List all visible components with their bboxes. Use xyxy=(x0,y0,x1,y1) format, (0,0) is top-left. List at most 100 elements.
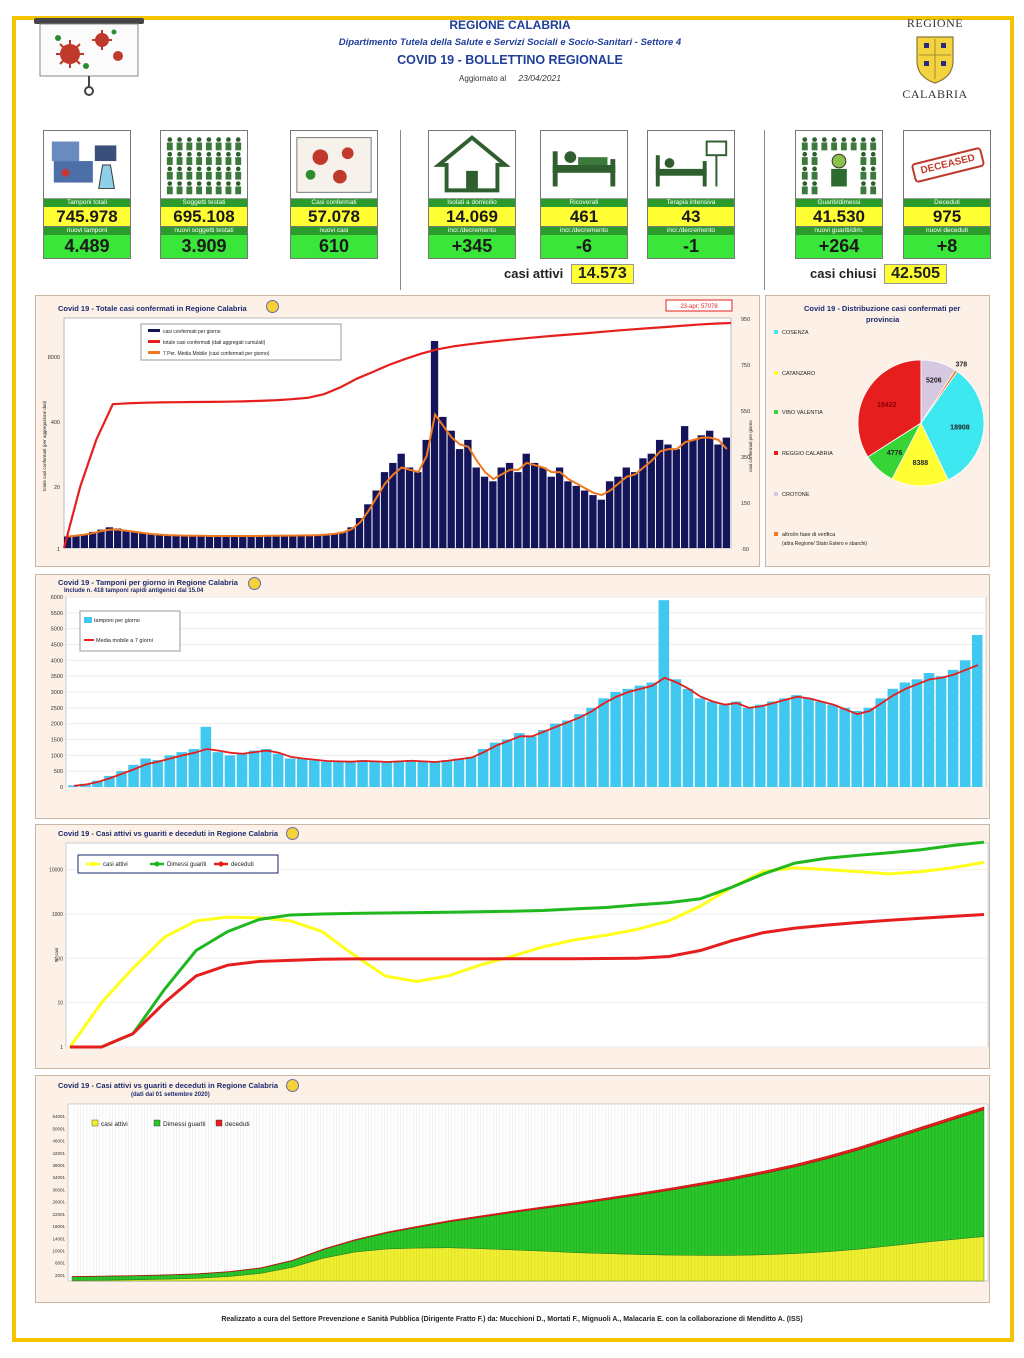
tests-bar xyxy=(284,758,296,787)
tests-bar xyxy=(441,760,453,787)
regione-calabria-logo: REGIONE CALABRIA xyxy=(880,16,990,106)
tick-label: -50 xyxy=(741,547,749,553)
card-value: 43 xyxy=(648,207,734,227)
icu-bed-icon xyxy=(648,131,734,199)
region-badge-icon xyxy=(286,1079,299,1092)
confirmed-cases-chart: 1 20 400 8000 -50 150 350 550 750 950 23-apr; 5707… xyxy=(42,299,753,553)
daily-cases-bar xyxy=(614,476,622,548)
daily-cases-bar xyxy=(64,536,72,548)
daily-cases-bar xyxy=(264,535,272,548)
daily-cases-bar xyxy=(80,534,89,548)
daily-cases-bar xyxy=(139,533,147,548)
legend-marker xyxy=(218,861,224,867)
daily-cases-bar xyxy=(722,437,730,548)
stat-card: Guariti/dimessi 41.530 nuovi guariti/dim. +… xyxy=(795,130,883,259)
recovered-person-icon-graphic xyxy=(801,137,877,195)
lab-equipment-icon xyxy=(44,131,130,199)
daily-cases-bar xyxy=(122,530,130,548)
stacked-area xyxy=(71,1106,985,1277)
tests-bar xyxy=(164,755,175,787)
daily-cases-bar xyxy=(464,439,472,548)
tests-bar xyxy=(357,760,368,787)
people-grid-icon-graphic xyxy=(166,137,242,195)
moving-average-line xyxy=(68,412,728,538)
daily-cases-bar xyxy=(155,534,164,548)
tests-bar xyxy=(526,736,537,787)
daily-cases-bar xyxy=(297,535,305,548)
tick-label: 5000 xyxy=(51,627,63,633)
card-sub-value: 4.489 xyxy=(44,235,130,258)
tests-bar xyxy=(501,739,513,787)
card-sub-label: nuovi casi xyxy=(291,227,377,235)
tests-bar xyxy=(923,673,935,787)
legend-swatch xyxy=(84,617,92,623)
tests-bar xyxy=(212,752,224,787)
stacked-area-chart: 2001 6001 10001 14001 18001 22001 26001 30001 34… xyxy=(52,1103,989,1282)
daily-cases-bar xyxy=(380,472,389,548)
legend-swatch xyxy=(148,340,160,343)
legend-marker xyxy=(90,861,96,867)
card-sub-value: 3.909 xyxy=(161,235,247,258)
daily-cases-bar xyxy=(522,453,530,548)
daily-cases-bar xyxy=(497,467,505,548)
pie-value-label: 4776 xyxy=(887,450,903,457)
tick-label: 46001 xyxy=(52,1139,65,1144)
house-icon xyxy=(429,131,515,199)
footer-credits: Realizzato a cura del Settore Prevenzion… xyxy=(221,1316,803,1323)
legend-box xyxy=(77,854,279,874)
active-cases-value: 14.573 xyxy=(570,264,634,284)
tests-bar xyxy=(465,756,477,787)
daily-cases-bar xyxy=(172,535,180,548)
card-sub-value: +264 xyxy=(796,235,882,258)
tests-bar xyxy=(815,701,826,787)
province-pie-chart: 18908 8388 4776 19422 5206 378 COSENZA CATANZAR… xyxy=(774,330,985,547)
tests-bar xyxy=(646,682,658,787)
tests-bar xyxy=(598,698,609,787)
daily-cases-bar xyxy=(72,535,80,548)
tests-bar xyxy=(827,704,838,787)
tick-label: 950 xyxy=(741,317,750,323)
tick-label: 3000 xyxy=(51,690,63,696)
pie-slice xyxy=(891,422,949,487)
tests-bar xyxy=(947,669,959,787)
tests-chart-title: Covid 19 - Tamponi per giorno in Regione… xyxy=(58,578,238,587)
logo-bottom-text: CALABRIA xyxy=(902,87,968,101)
tick-label: 500 xyxy=(54,769,63,775)
hospital-bed-icon-graphic xyxy=(552,151,616,187)
tests-bar xyxy=(694,698,706,787)
tick-label: 750 xyxy=(741,363,750,369)
card-sub-label: incr./decremento xyxy=(541,227,627,235)
tests-bar xyxy=(116,771,127,787)
coat-of-arms-icon xyxy=(916,36,954,84)
tests-bar xyxy=(538,730,549,787)
tests-bar xyxy=(887,688,899,787)
y-axis-label: N° casi xyxy=(54,948,59,962)
tests-bar xyxy=(272,753,284,787)
tests-bar xyxy=(297,758,308,787)
tick-label: 6001 xyxy=(55,1261,66,1266)
card-sub-label: nuovi guariti/dim. xyxy=(796,227,882,235)
legend-swatch xyxy=(215,1119,223,1127)
tests-bar xyxy=(851,711,862,787)
tests-bar xyxy=(477,749,489,787)
daily-cases-bar xyxy=(322,534,330,548)
daily-cases-bar xyxy=(389,462,397,548)
tick-label: 6000 xyxy=(51,595,63,601)
tests-bar xyxy=(260,749,272,787)
card-label: Tamponi totali xyxy=(44,199,130,207)
daily-cases-bar xyxy=(339,531,347,548)
tick-label: 5500 xyxy=(51,611,63,617)
legend-entry: casi confermati per giorno xyxy=(163,329,221,335)
daily-cases-bar xyxy=(372,490,380,548)
daily-cases-bar xyxy=(247,536,255,548)
daily-cases-bar xyxy=(130,531,139,548)
card-sub-label: nuovi deceduti xyxy=(904,227,990,235)
tick-label: 550 xyxy=(741,409,750,415)
closed-cases-summary: casi chiusi 42.505 xyxy=(810,264,948,284)
pie-value-label: 8388 xyxy=(913,460,929,467)
chart-title: Covid 19 - Totale casi confermati in Reg… xyxy=(58,304,247,313)
legend-entry: altro/in fase di verifica xyxy=(782,532,836,538)
daily-cases-bar xyxy=(355,518,364,548)
tests-bar xyxy=(959,660,971,787)
tests-chart: 0 500 1000 1500 2000 2500 3000 3500 4000 4500 5000… xyxy=(51,595,987,791)
